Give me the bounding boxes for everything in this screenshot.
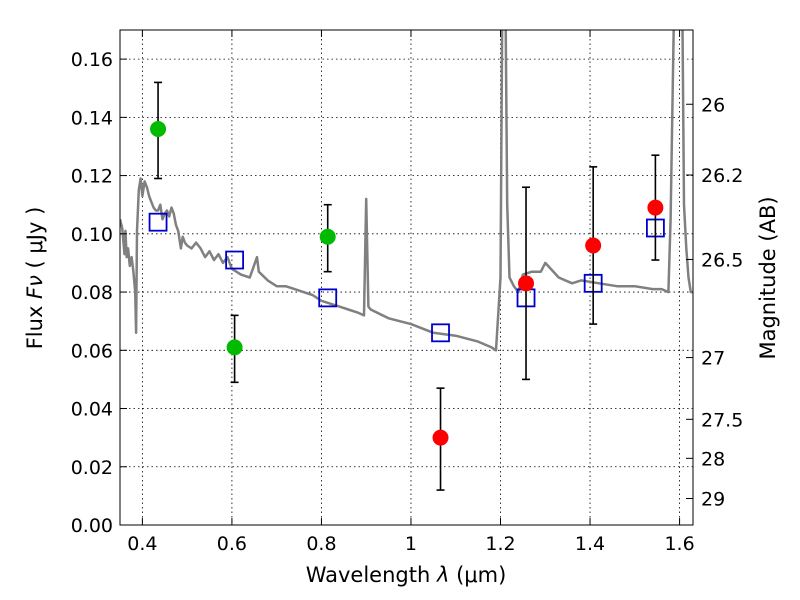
y-tick-label: 0.08 (71, 282, 113, 304)
x-tick-label: 1.4 (575, 533, 605, 555)
magnitude-tick-label: 28 (701, 448, 725, 470)
y-tick-label: 0.10 (71, 224, 113, 246)
observed-point-marker (226, 339, 243, 356)
model-square-marker (431, 323, 450, 343)
y-tick-label: 0.14 (71, 107, 113, 129)
model-square-marker (225, 250, 245, 270)
y-tick-label: 0.00 (71, 515, 113, 537)
x-tick-label: 0.4 (127, 533, 157, 555)
x-tick-label: 0.6 (217, 533, 247, 555)
model-square-marker (318, 288, 338, 308)
y-tick-label: 0.06 (71, 340, 113, 362)
x-tick-label: 1 (405, 533, 417, 555)
observed-point-marker (647, 199, 664, 216)
y-tick-label: 0.16 (71, 49, 113, 71)
magnitude-tick-label: 26.5 (701, 249, 743, 271)
observed-point-marker (432, 429, 449, 446)
grid (120, 30, 693, 526)
observed-point-marker (150, 121, 167, 137)
y-tick-label: 0.12 (71, 166, 113, 188)
magnitude-tick-label: 27 (701, 348, 725, 370)
axes: 0.4 0.6 0.8 1 1.2 1.4 1.6 0.00 0.02 0.04 0.06 0.08 0… (71, 30, 743, 555)
magnitude-tick-label: 27.5 (701, 409, 743, 431)
y-tick-label: 0.02 (71, 457, 113, 479)
x-tick-label: 1.6 (664, 533, 694, 555)
observed-point-marker (319, 228, 336, 245)
magnitude-tick-label: 29 (701, 489, 725, 511)
y-tick-label: 0.04 (71, 399, 113, 421)
plot-area (120, 30, 693, 491)
magnitude-tick-label: 26 (701, 94, 725, 116)
observed-point-marker (518, 275, 535, 292)
x-axis-label: Wavelength λ (μm) (306, 563, 507, 587)
magnitude-tick-label: 26.2 (701, 165, 743, 187)
y-axis-label: Flux Fν ( μJy ) (23, 207, 47, 350)
plot-frame (119, 29, 694, 526)
y2-axis-label: Magnitude (AB) (756, 196, 780, 359)
model-square-marker (148, 212, 168, 232)
sed-template-line (120, 30, 693, 352)
x-tick-label: 0.8 (306, 533, 336, 555)
observed-point-marker (585, 237, 602, 254)
x-tick-label: 1.2 (485, 533, 515, 555)
